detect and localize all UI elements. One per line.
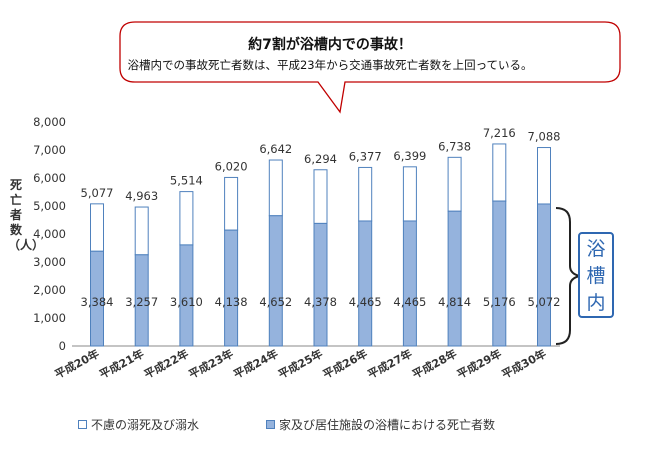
bar-drowning: [224, 176, 239, 231]
legend-swatch-drowning: [78, 420, 87, 429]
legend-item-bathtub: 家及び居住施設の浴槽における死亡者数: [266, 416, 495, 433]
total-label: 7,088: [528, 130, 561, 144]
bathtub-value-label: 3,257: [125, 295, 158, 309]
bar-drowning: [492, 143, 507, 202]
x-tick-label: 平成25年: [276, 346, 325, 381]
legend-label-drowning: 不慮の溺死及び溺水: [91, 418, 200, 432]
bar-drowning: [358, 166, 373, 222]
y-tick-label: 8,000: [33, 115, 66, 129]
bar-drowning: [402, 166, 417, 222]
x-tick-label: 平成27年: [365, 346, 414, 381]
bathtub-value-label: 4,138: [215, 295, 248, 309]
bathtub-value-label: 4,465: [393, 295, 426, 309]
bathtub-value-label: 5,072: [528, 295, 561, 309]
total-label: 4,963: [125, 189, 158, 203]
y-tick-label: 5,000: [33, 199, 66, 213]
y-tick-label: 0: [59, 339, 66, 353]
bar-bathtub: [179, 244, 194, 347]
bar-bathtub: [268, 215, 283, 347]
total-label: 6,738: [438, 139, 471, 153]
total-label: 6,642: [259, 142, 292, 156]
y-tick-label: 7,000: [33, 143, 66, 157]
bathtub-value-label: 4,652: [259, 295, 292, 309]
bar-bathtub: [358, 220, 373, 347]
total-label: 5,077: [81, 186, 114, 200]
bar-drowning: [447, 156, 462, 212]
bars: [90, 143, 551, 347]
y-tick-label: 1,000: [33, 311, 66, 325]
axes: 0 1,000 2,000 3,000 4,000 5,000 6,000 7,000 8,00…: [33, 115, 560, 353]
x-tick-label: 平成23年: [186, 346, 235, 381]
bracket-label: 浴槽内: [578, 232, 614, 318]
data-labels: 5,0773,384平成20年4,9633,257平成21年5,5143,610…: [52, 126, 560, 381]
total-label: 6,294: [304, 152, 337, 166]
bar-drowning: [537, 147, 551, 205]
total-label: 5,514: [170, 174, 203, 188]
bathtub-value-label: 3,384: [81, 295, 114, 309]
bar-drowning: [90, 203, 104, 252]
bathtub-value-label: 5,176: [483, 295, 516, 309]
bar-drowning: [313, 169, 328, 224]
bar-bathtub: [134, 254, 149, 347]
bar-drowning: [179, 191, 194, 246]
bar-bathtub: [313, 222, 328, 347]
total-label: 6,399: [393, 149, 426, 163]
bathtub-value-label: 3,610: [170, 295, 203, 309]
y-tick-label: 3,000: [33, 255, 66, 269]
legend-item-drowning: 不慮の溺死及び溺水: [78, 416, 199, 433]
legend-label-bathtub: 家及び居住施設の浴槽における死亡者数: [279, 418, 496, 432]
total-label: 6,377: [349, 149, 382, 163]
bar-bathtub: [492, 200, 507, 347]
callout-title: 約7割が浴槽内での事故！: [248, 37, 412, 53]
bar-bathtub: [447, 210, 462, 347]
bar-bathtub: [224, 229, 239, 347]
total-label: 6,020: [215, 159, 248, 173]
bathtub-value-label: 4,465: [349, 295, 382, 309]
y-tick-label: 6,000: [33, 171, 66, 185]
x-tick-label: 平成22年: [142, 346, 191, 381]
y-axis-label: 死亡者数（人）: [8, 178, 45, 252]
y-tick-label: 4,000: [33, 227, 66, 241]
y-tick-label: 2,000: [33, 283, 66, 297]
bar-bathtub: [537, 203, 551, 347]
x-tick-label: 平成24年: [231, 346, 280, 381]
legend-swatch-bathtub: [266, 420, 275, 429]
x-tick-label: 平成21年: [97, 346, 146, 381]
bar-drowning: [134, 206, 149, 256]
bracket-brace: [555, 207, 581, 345]
bar-drowning: [268, 159, 283, 217]
callout-bubble: [119, 21, 621, 114]
bathtub-value-label: 4,814: [438, 295, 471, 309]
bathtub-value-label: 4,378: [304, 295, 337, 309]
callout-subtitle: 浴槽内での事故死亡者数は、平成23年から交通事故死亡者数を上回っている。: [127, 58, 533, 72]
x-tick-label: 平成26年: [320, 346, 369, 381]
x-tick-label: 平成30年: [499, 346, 548, 381]
bar-bathtub: [402, 220, 417, 347]
x-tick-label: 平成29年: [454, 346, 503, 381]
bar-bathtub: [90, 250, 104, 347]
total-label: 7,216: [483, 126, 516, 140]
x-tick-label: 平成28年: [410, 346, 459, 381]
